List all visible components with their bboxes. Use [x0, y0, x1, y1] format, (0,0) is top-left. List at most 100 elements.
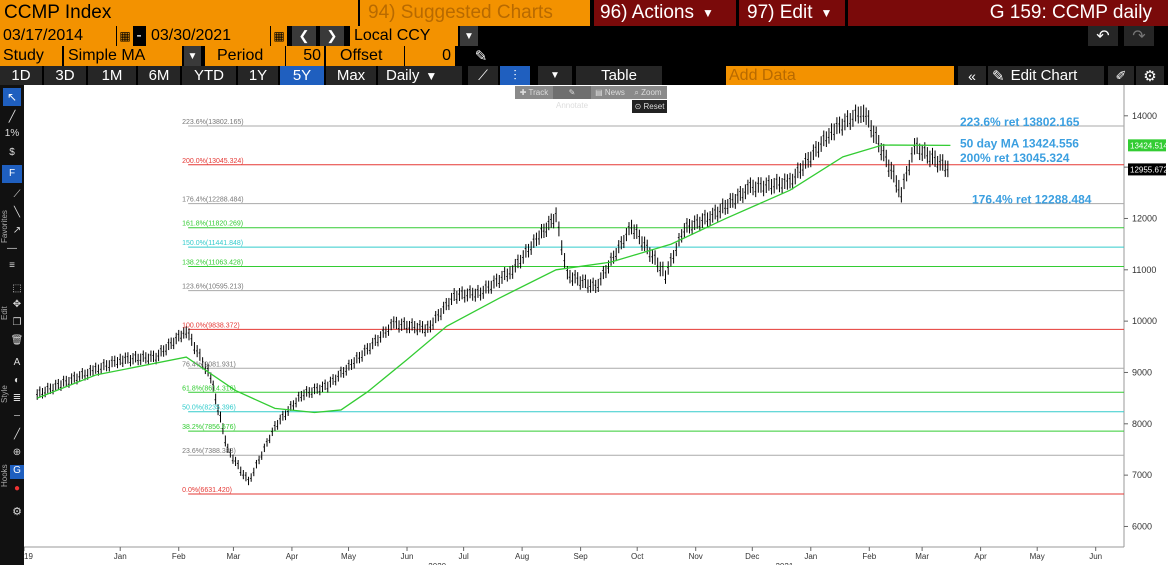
next-arrow-icon[interactable]: ❯ [320, 26, 344, 46]
trash-icon[interactable]: 🗑 [10, 335, 24, 346]
bar-chart-icon[interactable]: ⫶ [500, 66, 530, 85]
x-tick-label: Nov [689, 552, 703, 561]
y-tick-label: 10000 [1132, 316, 1157, 326]
fib-level-label: 200.0%(13045.324) [182, 158, 244, 165]
period-max-button[interactable]: Max [326, 66, 376, 85]
chevron-down-icon[interactable]: ▼ [460, 26, 478, 46]
y-tick-label: 14000 [1132, 111, 1157, 121]
period-value: 50 [303, 47, 321, 64]
link-tool-icon[interactable]: G [10, 465, 24, 479]
end-date-value: 03/30/2021 [151, 27, 232, 44]
text-tool-icon[interactable]: A [13, 357, 21, 368]
start-date-field[interactable]: 03/17/2014 [0, 26, 116, 46]
dash-tool-icon[interactable]: ┄ [13, 411, 21, 422]
study-bar: Study Simple MA ▼ Period 50 Offset 0 ✎ [0, 46, 1168, 66]
frequency-dropdown[interactable]: Daily ▼ [378, 66, 462, 85]
brush-tool-icon[interactable]: ╲ [13, 207, 21, 218]
line-chart-icon[interactable]: ⟋ [468, 66, 498, 85]
fib-level-label: 123.6%(10595.213) [182, 284, 244, 291]
weight-tool-icon[interactable]: ≣ [12, 393, 22, 404]
favorites-label: Favorites [0, 210, 9, 243]
suggested-charts-label: 94) Suggested Charts [368, 2, 553, 23]
fib-level-label: 38.2%(7856.676) [182, 424, 236, 431]
line-tool-icon[interactable]: ╱ [8, 111, 16, 123]
gear-icon[interactable]: ⚙ [1136, 66, 1164, 85]
study-label: Study [0, 46, 62, 66]
add-data-input[interactable]: Add Data [726, 66, 954, 85]
x-tick-label: 2019 [24, 552, 33, 561]
suggested-charts-menu[interactable]: 94) Suggested Charts [360, 0, 590, 26]
undo-icon[interactable]: ↶ [1088, 26, 1118, 46]
palette-icon[interactable]: ● [13, 483, 21, 494]
copy-tool-icon[interactable]: ❐ [12, 317, 22, 328]
fib-level-label: 150.0%(11441.848) [182, 240, 243, 247]
fib-level-label: 50.0%(8235.396) [182, 405, 236, 412]
zoom-label: Zoom [641, 88, 662, 97]
gear-icon[interactable]: ⚙ [12, 506, 22, 518]
period-field[interactable]: 50 [286, 46, 324, 66]
chart-title-text: G 159: CCMP daily [989, 2, 1152, 23]
period-1d-button[interactable]: 1D [0, 66, 42, 85]
prev-arrow-icon[interactable]: ❮ [292, 26, 316, 46]
security-label: CCMP Index [4, 2, 112, 23]
color-tool-icon[interactable]: ◐ [13, 375, 21, 386]
security-field[interactable]: CCMP Index [0, 0, 358, 26]
period-6m-button[interactable]: 6M [138, 66, 180, 85]
x-tick-label: Feb [172, 552, 186, 561]
hline-tool-icon[interactable]: — [7, 243, 17, 254]
price-chart[interactable]: 6000700080009000100001100012000130001400… [24, 85, 1168, 565]
chevron-down-icon[interactable]: ▼ [184, 46, 201, 66]
fib-level-label: 23.6%(7388.383) [182, 448, 236, 455]
edit-menu[interactable]: 97) Edit ▼ [739, 0, 845, 26]
hooks-label: Hooks [0, 464, 9, 487]
annotation-label: 200% ret 13045.324 [960, 151, 1070, 165]
study-field[interactable]: Simple MA [64, 46, 182, 66]
collapse-icon[interactable]: « [958, 66, 986, 85]
track-tool[interactable]: ✚ Track [519, 88, 549, 97]
currency-value: Local CCY [354, 27, 431, 44]
annotate-tool[interactable]: ✎ Annotate [553, 86, 591, 110]
calendar-icon[interactable]: ▦ [117, 26, 133, 46]
fibonacci-tool-icon[interactable]: F [2, 165, 22, 183]
calendar-icon[interactable]: ▦ [271, 26, 287, 46]
period-ytd-button[interactable]: YTD [182, 66, 236, 85]
period-1m-button[interactable]: 1M [88, 66, 136, 85]
reset-label: Reset [643, 102, 665, 111]
cursor-icon[interactable]: ↖ [3, 88, 21, 106]
period-3d-button[interactable]: 3D [44, 66, 86, 85]
channel-tool-icon[interactable]: ≡ [9, 260, 15, 271]
reset-button[interactable]: ⊙ Reset [632, 100, 667, 113]
edit-chart-button[interactable]: ✎ Edit Chart [988, 66, 1104, 85]
dollar-tool-icon[interactable]: $ [9, 147, 15, 158]
highlight-tool-icon[interactable]: ╱ [13, 429, 21, 440]
ray-tool-icon[interactable]: ↗ [12, 225, 22, 236]
y-tick-label: 6000 [1132, 521, 1152, 531]
percent-tool-icon[interactable]: 1% [4, 128, 20, 139]
style-label: Style [0, 385, 9, 403]
redo-icon[interactable]: ↷ [1124, 26, 1154, 46]
annotate-label: Annotate [555, 101, 589, 110]
date-range-bar: 03/17/2014 ▦ - 03/30/2021 ▦ ❮ ❯ Local CC… [0, 26, 1168, 46]
fib-level-label: 176.4%(12288.484) [182, 197, 244, 204]
period-5y-button[interactable]: 5Y [280, 66, 324, 85]
settings-pencil-icon[interactable]: ✐ [1108, 66, 1134, 85]
y-tick-label: 8000 [1132, 419, 1152, 429]
actions-menu[interactable]: 96) Actions ▼ [594, 0, 736, 26]
annotation-label: 50 day MA 13424.556 [960, 136, 1079, 150]
edit-label: Edit [0, 306, 9, 320]
end-date-field[interactable]: 03/30/2021 [146, 26, 270, 46]
select-tool-icon[interactable]: ⬚ [12, 283, 22, 294]
move-tool-icon[interactable]: ✥ [12, 299, 22, 310]
hook-tool-icon[interactable]: ⊕ [12, 447, 22, 458]
pencil-icon: ✎ [992, 67, 1005, 85]
news-tool[interactable]: ▤ News [595, 88, 625, 97]
zoom-tool[interactable]: ⌕ Zoom [634, 88, 662, 97]
pencil-icon[interactable]: ✎ [470, 46, 492, 66]
currency-field[interactable]: Local CCY [350, 26, 458, 46]
trend-tool-icon[interactable]: ⟋ [13, 189, 21, 200]
x-tick-label: Sep [573, 552, 588, 561]
period-1y-button[interactable]: 1Y [238, 66, 278, 85]
chevron-down-icon[interactable]: ▼ [538, 66, 572, 85]
table-button[interactable]: Table [576, 66, 662, 85]
offset-field[interactable]: 0 [405, 46, 455, 66]
